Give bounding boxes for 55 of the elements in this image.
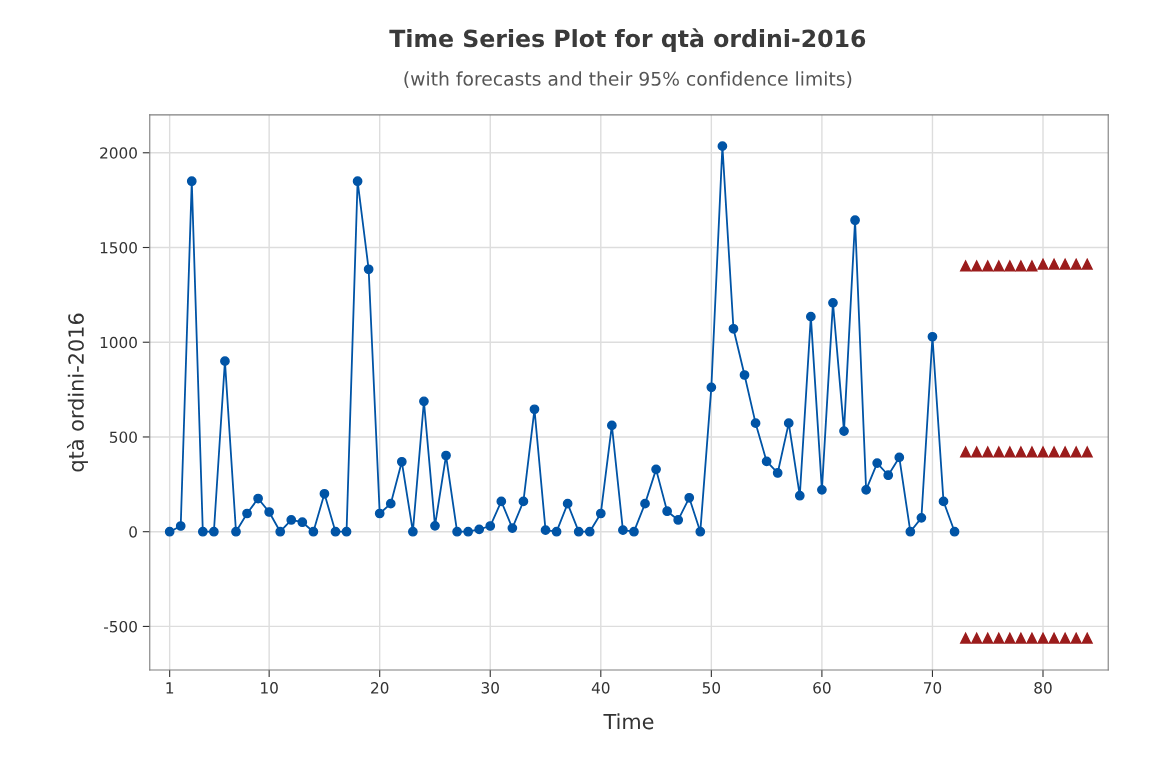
x-tick-label: 20 [371, 682, 389, 694]
chart-title: Time Series Plot for qtà ordini-2016 [389, 28, 866, 52]
point [982, 632, 994, 644]
point [1081, 632, 1093, 644]
point [993, 260, 1005, 272]
point [1059, 632, 1071, 644]
point [960, 446, 972, 458]
point [1037, 258, 1049, 270]
y-tick-label: 2000 [100, 147, 137, 159]
x-tick-label: 10 [261, 682, 278, 694]
point [1004, 632, 1016, 644]
y-tick-label: 1500 [100, 241, 137, 254]
x-axis-title: Time [603, 713, 654, 730]
point [993, 632, 1005, 644]
x-tick-label: 30 [481, 682, 499, 694]
point [1048, 258, 1060, 270]
point [971, 446, 983, 458]
x-tick-label: 40 [591, 682, 610, 694]
y-tick-label: 1000 [100, 336, 137, 349]
point [1026, 260, 1038, 272]
point [1004, 260, 1016, 272]
point [1037, 446, 1049, 458]
point [993, 446, 1005, 458]
point [971, 632, 983, 644]
point [1015, 632, 1027, 644]
point [1048, 446, 1060, 458]
y-tick-label: -500 [104, 620, 137, 633]
x-tick-label: 1 [166, 682, 174, 694]
y-axis-title: qtà ordini-2016 [66, 313, 88, 472]
point [1026, 446, 1038, 458]
point [960, 632, 972, 644]
x-tick-label: 50 [702, 682, 721, 694]
point [1059, 258, 1071, 270]
point [1070, 258, 1082, 270]
y-tick-label: 0 [129, 526, 137, 538]
x-tick-label: 80 [1034, 682, 1052, 694]
point [971, 260, 983, 272]
point [1070, 632, 1082, 644]
chart-subtitle: (with forecasts and their 95% confidence limits) [404, 71, 852, 89]
point [1037, 632, 1049, 644]
point [1004, 446, 1016, 458]
point [982, 446, 994, 458]
point [1026, 632, 1038, 644]
point [1015, 260, 1027, 272]
point [1081, 258, 1093, 270]
point [1059, 446, 1071, 458]
x-tick-label: 70 [923, 682, 942, 694]
x-tick-label: 60 [813, 682, 831, 694]
point [1081, 446, 1093, 458]
point [960, 260, 972, 272]
point [982, 260, 994, 272]
point [1015, 446, 1027, 458]
y-tick-label: 500 [109, 431, 137, 443]
point [1048, 632, 1060, 644]
point [1070, 446, 1082, 458]
